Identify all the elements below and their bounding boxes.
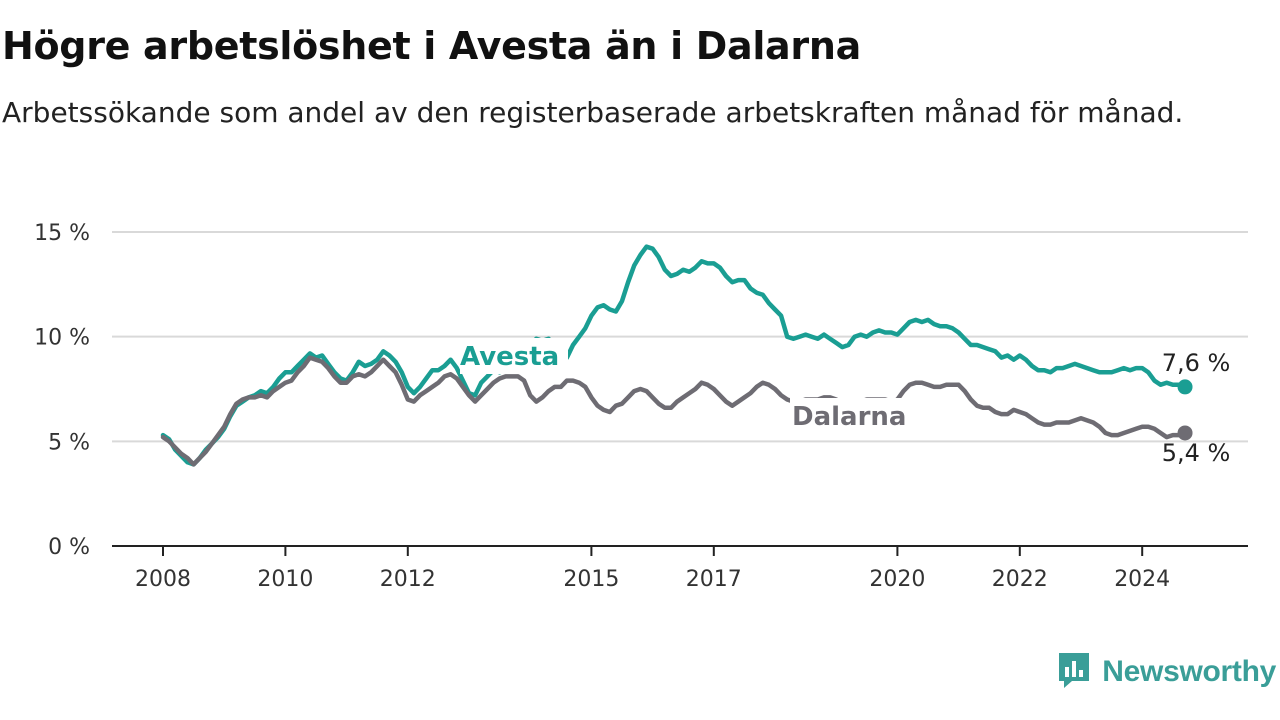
- end-point-avesta: [1177, 379, 1193, 395]
- brand-name: Newsworthy: [1102, 655, 1276, 688]
- end-value-label: 5,4 %: [1162, 439, 1231, 467]
- x-tick-label: 2024: [1114, 567, 1170, 592]
- y-tick-label: 15 %: [34, 221, 90, 246]
- y-axis-labels: 0 % 5 % 10 % 15 %: [34, 221, 90, 560]
- end-value-label: 7,6 %: [1162, 349, 1231, 377]
- x-tick-label: 2012: [380, 567, 436, 592]
- end-point-dalarna: [1177, 425, 1193, 441]
- x-tick-label: 2022: [992, 567, 1048, 592]
- x-tick-label: 2017: [686, 567, 742, 592]
- chart-title: Högre arbetslöshet i Avesta än i Dalarna: [2, 24, 861, 68]
- grid-lines: [112, 231, 1248, 443]
- x-tick-label: 2008: [135, 567, 191, 592]
- series-labels: 7,6 % 5,4 % Avesta Dalarna: [460, 342, 1230, 467]
- series-name-label: Avesta: [460, 342, 559, 372]
- newsworthy-logo-icon: [1056, 650, 1092, 694]
- brand-logo: Newsworthy: [1056, 652, 1276, 692]
- y-tick-label: 5 %: [48, 430, 90, 455]
- chart-subtitle: Arbetssökande som andel av den registerb…: [2, 96, 1184, 129]
- y-tick-label: 10 %: [34, 326, 90, 351]
- series-line-dalarna: [160, 355, 1188, 467]
- y-tick-label: 0 %: [48, 535, 90, 560]
- series-lines: [160, 244, 1193, 467]
- x-axis-labels: 2008 2010 2012 2015 2017 2020 2022 2024: [135, 546, 1170, 592]
- series-name-label: Dalarna: [792, 402, 906, 432]
- x-tick-label: 2015: [563, 567, 619, 592]
- series-line-avesta: [160, 244, 1188, 467]
- x-tick-label: 2020: [869, 567, 925, 592]
- x-tick-label: 2010: [257, 567, 313, 592]
